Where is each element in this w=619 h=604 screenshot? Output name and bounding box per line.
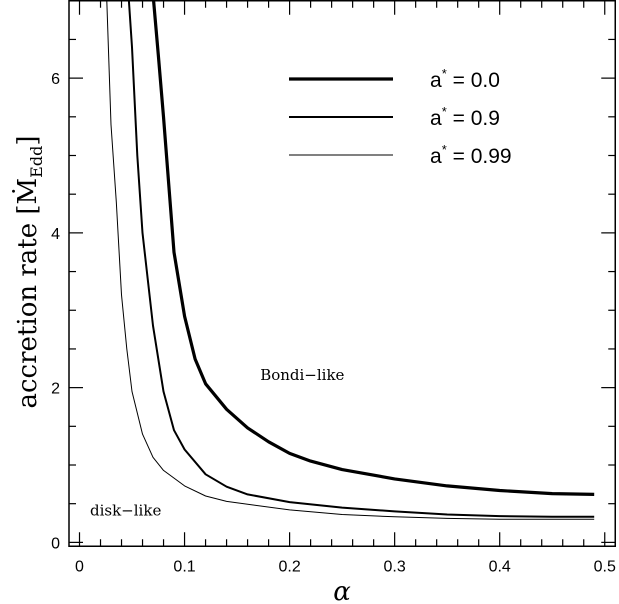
ticks-layer: 0 0.1 0.2 0.3 0.4 0.5 0 2 4 6 [51,0,616,575]
y-axis-unit-subscript: Edd [27,146,46,178]
x-tick-label: 0 [75,558,84,575]
legend-param: a [430,107,442,130]
series-line [127,0,595,518]
legend: a* = 0.0 a* = 0.9 a* = 0.99 [289,66,512,168]
y-axis-label-text: accretion rate [13,223,43,409]
x-tick-label: 0.3 [384,558,406,575]
y-axis-unit-symbol: Ṁ [12,178,43,205]
series-line [152,0,595,496]
y-tick-label: 6 [51,71,60,88]
legend-value: 0.0 [471,69,500,92]
y-tick-label: 4 [51,226,60,243]
x-axis-title: α [333,577,351,604]
legend-entry: a* = 0.99 [430,142,512,168]
y-axis-label: accretion rate [ṀEdd] [12,135,46,408]
annotation: disk−like [90,501,161,519]
series-line [106,0,595,520]
y-tick-label: 0 [51,535,60,552]
x-axis-label: α [333,577,351,604]
x-tick-label: 0.4 [489,558,511,575]
series-layer [106,0,595,520]
annotation: Bondi−like [260,366,344,384]
annotations-layer: Bondi−like disk−like [90,366,345,519]
y-tick-label: 2 [51,381,60,398]
legend-param: a [430,145,442,168]
legend-entry: a* = 0.9 [430,104,500,130]
legend-value: 0.9 [471,107,500,130]
x-tick-label: 0.2 [278,558,300,575]
legend-param: a [430,69,442,92]
x-tick-label: 0.1 [173,558,195,575]
legend-value: 0.99 [471,145,512,168]
x-tick-label: 0.5 [594,558,616,575]
plot-frame [68,0,616,547]
legend-entry: a* = 0.0 [430,66,500,92]
y-axis-title: accretion rate [ṀEdd] [12,135,46,408]
